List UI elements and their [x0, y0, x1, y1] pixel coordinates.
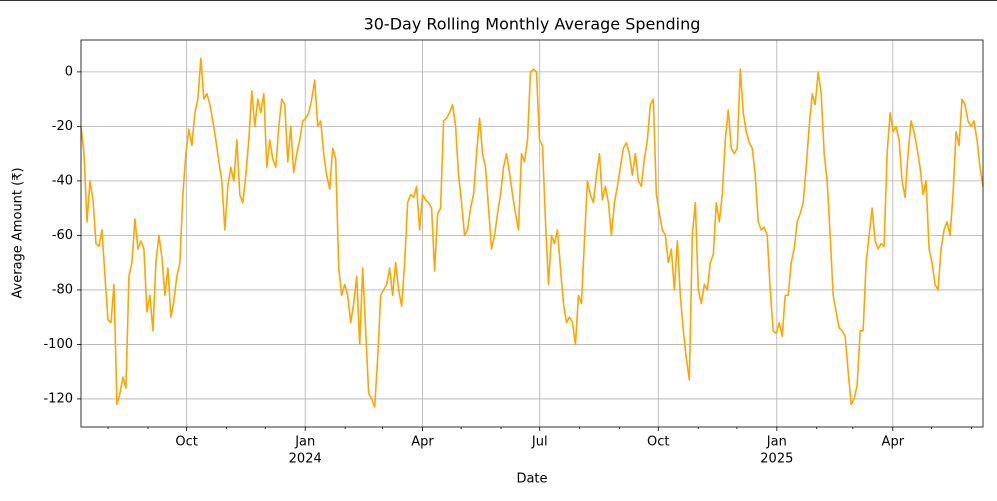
y-tick-label: -100 — [43, 337, 73, 352]
x-axis-label: Date — [516, 472, 547, 487]
x-tick-label: Jan — [294, 435, 315, 450]
chart-title: 30-Day Rolling Monthly Average Spending — [364, 15, 701, 34]
x-tick-label: Jan — [766, 435, 787, 450]
x-tick-label: Apr — [411, 435, 434, 450]
plot-frame — [80, 39, 984, 428]
x-tick-label: Apr — [882, 435, 905, 450]
y-tick-label: 0 — [65, 64, 73, 79]
x-tick-label: Oct — [647, 435, 669, 450]
y-tick-label: -120 — [43, 391, 73, 406]
x-tick-label: Jul — [531, 435, 548, 450]
y-tick-label: -80 — [52, 282, 73, 297]
x-tick-year: 2024 — [289, 452, 322, 467]
y-tick-label: -20 — [52, 119, 73, 134]
x-tick-label: Oct — [175, 435, 197, 450]
data-line — [80, 57, 984, 408]
y-axis-label: Average Amount (₹) — [11, 167, 26, 298]
y-tick-label: -60 — [52, 228, 73, 243]
x-tick-year: 2025 — [760, 452, 793, 467]
y-tick-label: -40 — [52, 173, 73, 188]
